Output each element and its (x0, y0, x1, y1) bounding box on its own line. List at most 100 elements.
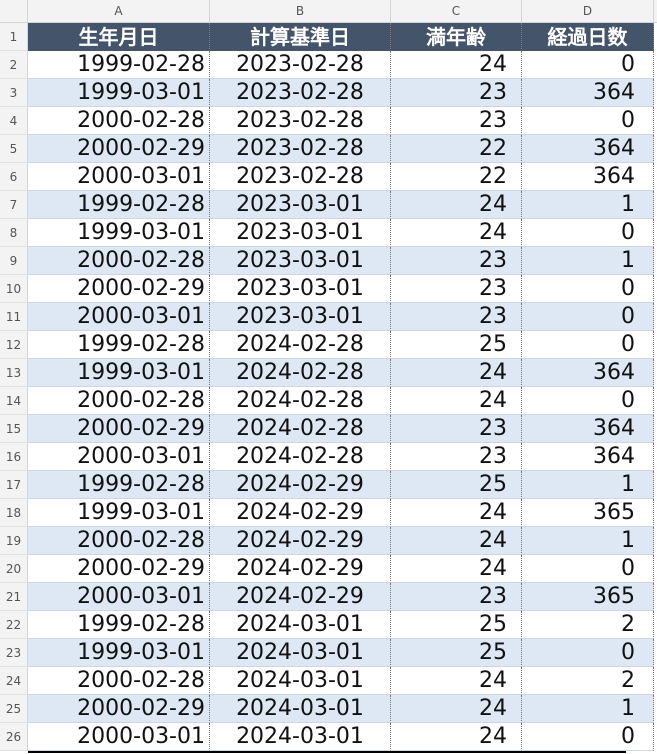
cell-elapsed-days[interactable]: 0 (522, 639, 654, 667)
cell-base-date[interactable]: 2024-02-29 (210, 471, 391, 499)
column-header-c[interactable]: C (391, 0, 522, 22)
row-number[interactable]: 17 (0, 471, 28, 499)
cell-elapsed-days[interactable]: 365 (522, 499, 654, 527)
empty-cell[interactable] (654, 667, 657, 695)
cell-elapsed-days[interactable]: 364 (522, 163, 654, 191)
cell-base-date[interactable]: 2023-03-01 (210, 247, 391, 275)
row-number[interactable]: 5 (0, 135, 28, 163)
empty-cell[interactable] (654, 583, 657, 611)
cell-birthdate[interactable]: 1999-03-01 (28, 79, 210, 107)
row-number[interactable]: 3 (0, 79, 28, 107)
empty-cell[interactable] (654, 51, 657, 79)
cell-elapsed-days[interactable]: 1 (522, 527, 654, 555)
cell-birthdate[interactable]: 1999-03-01 (28, 219, 210, 247)
cell-base-date[interactable]: 2024-02-29 (210, 527, 391, 555)
row-number[interactable]: 25 (0, 695, 28, 723)
row-number[interactable]: 11 (0, 303, 28, 331)
column-header-d[interactable]: D (522, 0, 654, 22)
cell-elapsed-days[interactable]: 1 (522, 191, 654, 219)
cell-birthdate[interactable]: 1999-02-28 (28, 191, 210, 219)
row-number[interactable]: 12 (0, 331, 28, 359)
cell-birthdate[interactable]: 2000-02-28 (28, 387, 210, 415)
empty-cell[interactable] (654, 527, 657, 555)
cell-elapsed-days[interactable]: 1 (522, 471, 654, 499)
empty-cell[interactable] (654, 303, 657, 331)
row-number[interactable]: 26 (0, 723, 28, 751)
empty-cell[interactable] (654, 23, 657, 51)
cell-age[interactable]: 23 (391, 583, 522, 611)
cell-base-date[interactable]: 2023-03-01 (210, 303, 391, 331)
cell-base-date[interactable]: 2023-02-28 (210, 135, 391, 163)
cell-base-date[interactable]: 2024-03-01 (210, 723, 391, 751)
cell-elapsed-days[interactable]: 364 (522, 415, 654, 443)
cell-age[interactable]: 24 (391, 359, 522, 387)
row-number[interactable]: 14 (0, 387, 28, 415)
cell-elapsed-days[interactable]: 1 (522, 695, 654, 723)
empty-cell[interactable] (654, 107, 657, 135)
cell-base-date[interactable]: 2024-03-01 (210, 611, 391, 639)
cell-elapsed-days[interactable]: 365 (522, 583, 654, 611)
column-header-b[interactable]: B (210, 0, 391, 22)
empty-cell[interactable] (654, 163, 657, 191)
cell-birthdate[interactable]: 1999-03-01 (28, 639, 210, 667)
cell-elapsed-days[interactable]: 364 (522, 79, 654, 107)
cell-age[interactable]: 23 (391, 247, 522, 275)
cell-age[interactable]: 24 (391, 695, 522, 723)
cell-elapsed-days[interactable]: 2 (522, 667, 654, 695)
cell-birthdate[interactable]: 2000-02-28 (28, 667, 210, 695)
empty-cell[interactable] (654, 331, 657, 359)
cell-birthdate[interactable]: 2000-03-01 (28, 303, 210, 331)
cell-elapsed-days[interactable]: 0 (522, 723, 654, 751)
cell-birthdate[interactable]: 1999-02-28 (28, 331, 210, 359)
row-number[interactable]: 6 (0, 163, 28, 191)
cell-base-date[interactable]: 2024-03-01 (210, 695, 391, 723)
cell-base-date[interactable]: 2024-03-01 (210, 639, 391, 667)
column-header-a[interactable]: A (28, 0, 210, 22)
empty-cell[interactable] (654, 443, 657, 471)
cell-base-date[interactable]: 2023-03-01 (210, 219, 391, 247)
row-number[interactable]: 22 (0, 611, 28, 639)
cell-age[interactable]: 23 (391, 415, 522, 443)
cell-age[interactable]: 25 (391, 639, 522, 667)
cell-age[interactable]: 23 (391, 303, 522, 331)
empty-cell[interactable] (654, 247, 657, 275)
cell-base-date[interactable]: 2024-02-28 (210, 387, 391, 415)
cell-elapsed-days[interactable]: 0 (522, 219, 654, 247)
cell-elapsed-days[interactable]: 0 (522, 51, 654, 79)
cell-birthdate[interactable]: 1999-02-28 (28, 51, 210, 79)
row-number[interactable]: 21 (0, 583, 28, 611)
cell-age[interactable]: 24 (391, 219, 522, 247)
cell-birthdate[interactable]: 2000-02-29 (28, 415, 210, 443)
cell-age[interactable]: 25 (391, 611, 522, 639)
header-cell-birthdate[interactable]: 生年月日 (28, 23, 210, 51)
cell-base-date[interactable]: 2023-02-28 (210, 163, 391, 191)
row-number[interactable]: 18 (0, 499, 28, 527)
empty-cell[interactable] (654, 275, 657, 303)
empty-cell[interactable] (654, 695, 657, 723)
cell-birthdate[interactable]: 1999-02-28 (28, 611, 210, 639)
cell-birthdate[interactable]: 2000-02-29 (28, 135, 210, 163)
cell-elapsed-days[interactable]: 364 (522, 443, 654, 471)
cell-base-date[interactable]: 2023-02-28 (210, 107, 391, 135)
cell-age[interactable]: 24 (391, 191, 522, 219)
empty-cell[interactable] (654, 219, 657, 247)
empty-cell[interactable] (654, 555, 657, 583)
empty-cell[interactable] (654, 79, 657, 107)
cell-age[interactable]: 24 (391, 723, 522, 751)
cell-birthdate[interactable]: 2000-03-01 (28, 583, 210, 611)
cell-age[interactable]: 25 (391, 331, 522, 359)
cell-base-date[interactable]: 2024-02-29 (210, 583, 391, 611)
row-number[interactable]: 4 (0, 107, 28, 135)
cell-birthdate[interactable]: 2000-03-01 (28, 163, 210, 191)
cell-elapsed-days[interactable]: 0 (522, 555, 654, 583)
row-number[interactable]: 1 (0, 23, 28, 51)
cell-elapsed-days[interactable]: 0 (522, 387, 654, 415)
cell-base-date[interactable]: 2024-02-28 (210, 359, 391, 387)
row-number[interactable]: 2 (0, 51, 28, 79)
cell-birthdate[interactable]: 2000-02-29 (28, 555, 210, 583)
cell-age[interactable]: 22 (391, 163, 522, 191)
empty-cell[interactable] (654, 359, 657, 387)
cell-elapsed-days[interactable]: 0 (522, 331, 654, 359)
cell-base-date[interactable]: 2023-03-01 (210, 275, 391, 303)
cell-age[interactable]: 23 (391, 443, 522, 471)
